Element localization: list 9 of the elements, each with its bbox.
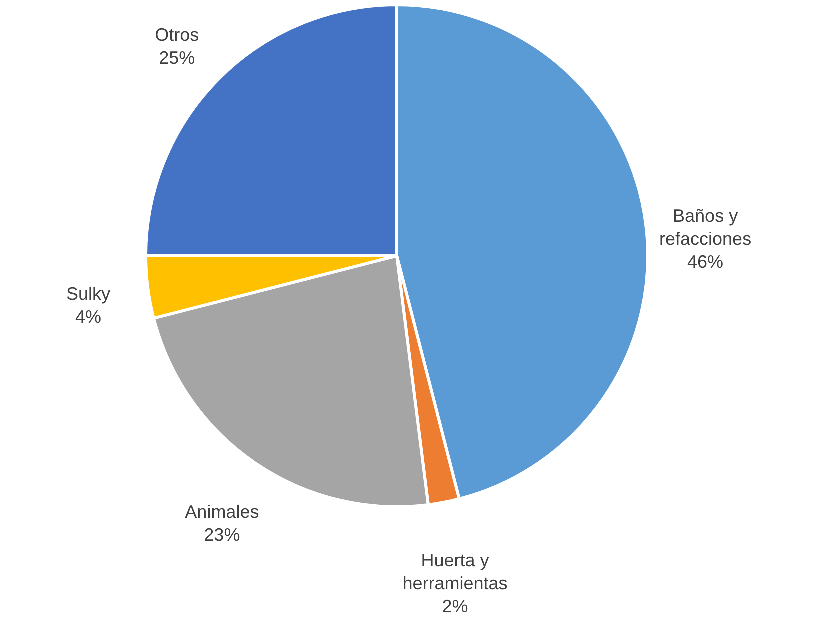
slice-label: Baños y refacciones: [660, 206, 752, 250]
data-label: 4%: [75, 306, 102, 327]
slice-label: Huerta y herramientas: [402, 550, 508, 594]
data-label: 25%: [159, 48, 196, 68]
slice-label: Otros: [155, 25, 200, 46]
slice-label: Sulky: [66, 284, 110, 304]
data-label: 23%: [204, 525, 240, 546]
slice-label: Animales: [185, 502, 260, 522]
data-label: 46%: [688, 252, 724, 272]
